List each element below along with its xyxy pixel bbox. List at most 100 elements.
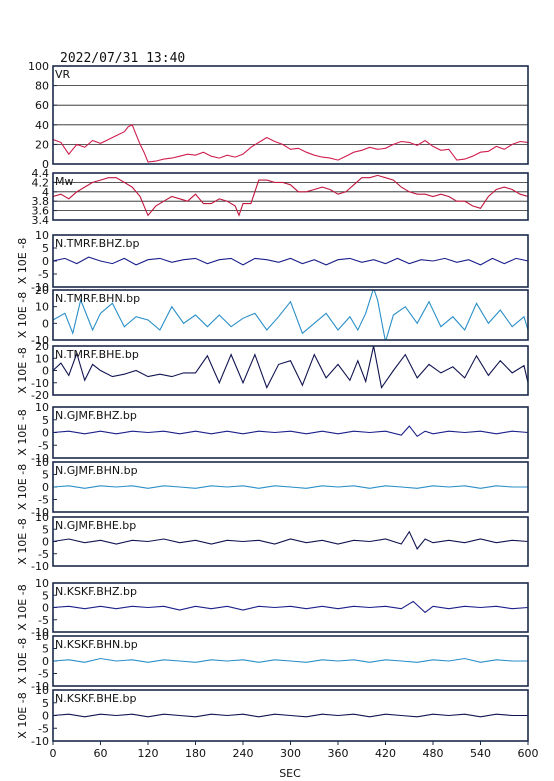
- y-tick-label: 10: [35, 229, 49, 242]
- y-tick-label: 5: [42, 697, 49, 710]
- panel-4: -10 0 10 20 N.TMRF.BHN.bp X 10E -8: [16, 284, 529, 347]
- x-tick-label: 300: [280, 747, 301, 760]
- y-tick-label: -20: [31, 389, 49, 402]
- y-tick-label: -10: [31, 281, 49, 294]
- y-tick-label: 10: [35, 684, 49, 697]
- y-tick-label: 10: [35, 511, 49, 524]
- series-line: [53, 657, 528, 663]
- y-tick-label: 10: [35, 630, 49, 643]
- y-tick-label: -5: [38, 439, 49, 452]
- panel-1: 0 20 40 60 80 100 VR: [28, 60, 529, 171]
- y-tick-label: -10: [31, 377, 49, 390]
- y-tick-label: 0: [42, 710, 49, 723]
- y-tick-label: 0: [42, 365, 49, 378]
- x-tick-label: 420: [375, 747, 396, 760]
- x-tick-label: 120: [138, 747, 159, 760]
- y-tick-label: 20: [35, 284, 49, 297]
- y-tick-label: -10: [31, 560, 49, 573]
- series-line: [53, 425, 528, 438]
- y-tick-label: 3.4: [32, 214, 50, 227]
- panels: 020406080100VR3.43.63.844.24.4Mw-10-5051…: [16, 60, 529, 748]
- panel-label: N.TMRF.BHN.bp: [55, 292, 140, 305]
- panel-frame: [52, 289, 529, 341]
- panel-frame: [52, 234, 529, 288]
- panel-frame: [52, 582, 529, 633]
- y-axis-unit-label: X 10E -8: [16, 692, 29, 738]
- panel-label: N.KSKF.BHE.bp: [55, 692, 136, 705]
- y-axis-unit-label: X 10E -8: [16, 518, 29, 564]
- series-line: [53, 174, 528, 217]
- y-tick-label: 0: [42, 158, 49, 171]
- series-line: [53, 485, 528, 489]
- series-line: [53, 290, 528, 340]
- y-tick-label: -5: [38, 722, 49, 735]
- series-line: [53, 600, 528, 614]
- panel-label: N.GJMF.BHN.bp: [55, 464, 138, 477]
- y-tick-label: 4.2: [32, 176, 50, 189]
- x-tick-label: 360: [328, 747, 349, 760]
- y-tick-label: 4: [42, 186, 49, 199]
- panel-2: 3.43.63.844.24.4 Mw: [32, 167, 529, 227]
- x-tick-label: 600: [518, 747, 539, 760]
- panel-label: N.TMRF.BHZ.bp: [55, 237, 139, 250]
- y-tick-label: -5: [38, 548, 49, 561]
- y-tick-label: 10: [35, 456, 49, 469]
- y-tick-label: -10: [31, 680, 49, 693]
- y-tick-label: -5: [38, 614, 49, 627]
- x-tick-label: 0: [50, 747, 57, 760]
- y-tick-label: 80: [35, 80, 49, 93]
- y-tick-label: 5: [42, 469, 49, 482]
- y-tick-label: 10: [35, 352, 49, 365]
- y-tick-label: 40: [35, 119, 49, 132]
- y-tick-label: -5: [38, 268, 49, 281]
- series-line: [53, 124, 528, 163]
- y-axis-unit-label: X 10E -8: [16, 409, 29, 455]
- y-tick-label: 100: [28, 60, 49, 73]
- y-axis-unit-label: X 10E -8: [16, 464, 29, 510]
- panel-frame: [52, 635, 529, 687]
- panel-label: N.TMRF.BHE.bp: [55, 348, 139, 361]
- x-axis-label: SEC: [279, 767, 301, 780]
- panel-label: N.GJMF.BHZ.bp: [55, 409, 137, 422]
- panel-frame: [52, 345, 529, 396]
- y-tick-label: -10: [31, 452, 49, 465]
- y-axis-unit-label: X 10E -8: [16, 347, 29, 393]
- panel-frame: [52, 406, 529, 459]
- x-tick-label: 540: [470, 747, 491, 760]
- y-tick-label: 20: [35, 340, 49, 353]
- y-axis-unit-label: X 10E -8: [16, 238, 29, 284]
- panel-frame: [52, 172, 529, 221]
- y-axis-unit-label: X 10E -8: [16, 584, 29, 630]
- y-tick-label: 5: [42, 643, 49, 656]
- panel-frame: [52, 516, 529, 567]
- panel-label: N.KSKF.BHZ.bp: [55, 585, 137, 598]
- series-line: [53, 346, 528, 389]
- y-tick-label: -10: [31, 334, 49, 347]
- y-tick-label: 10: [35, 301, 49, 314]
- y-tick-label: 3.6: [32, 205, 50, 218]
- panel-label: N.GJMF.BHE.bp: [55, 519, 136, 532]
- panel-label: VR: [55, 68, 71, 81]
- panel-frame: [52, 461, 529, 513]
- y-tick-label: 20: [35, 138, 49, 151]
- y-tick-label: 5: [42, 589, 49, 602]
- y-tick-label: 0: [42, 317, 49, 330]
- y-tick-label: 4.4: [32, 167, 50, 180]
- x-tick-label: 180: [185, 747, 206, 760]
- y-tick-label: -10: [31, 506, 49, 519]
- y-tick-label: 3.8: [32, 195, 50, 208]
- x-tick-label: 480: [423, 747, 444, 760]
- y-tick-label: 0: [42, 536, 49, 549]
- y-tick-label: 0: [42, 255, 49, 268]
- x-tick-label: 60: [94, 747, 108, 760]
- y-tick-label: 5: [42, 414, 49, 427]
- series-line: [53, 256, 528, 266]
- y-tick-label: 0: [42, 602, 49, 615]
